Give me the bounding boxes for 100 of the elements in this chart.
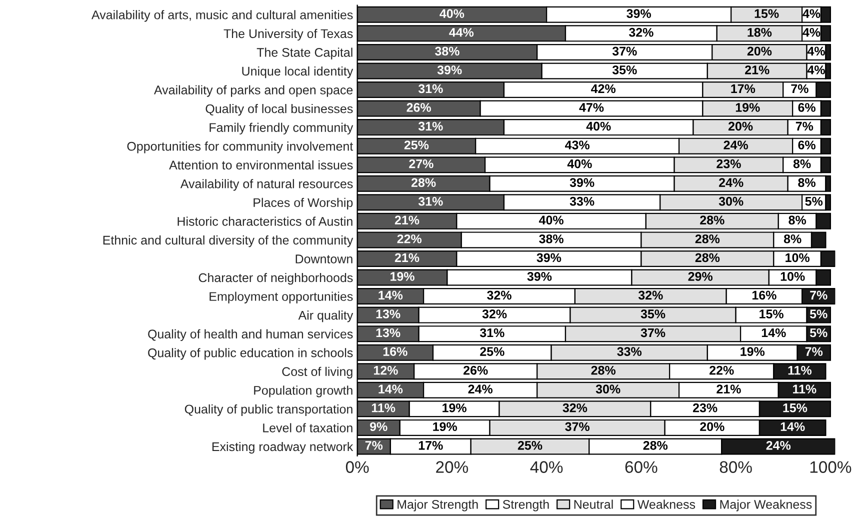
data-label: 31% [418, 122, 443, 131]
data-label: 31% [480, 328, 504, 338]
data-label: 14% [780, 422, 805, 432]
data-label: 29% [688, 272, 713, 281]
data-label: 4% [802, 28, 820, 37]
data-label: 19% [740, 347, 765, 356]
data-label: 38% [539, 234, 564, 244]
y-tick-label: The University of Texas [224, 28, 353, 41]
data-label: 16% [752, 290, 776, 300]
y-tick-label: Character of neighborhoods [198, 272, 353, 285]
data-label: 25% [518, 440, 542, 450]
data-label: 30% [596, 384, 620, 394]
data-label: 24% [766, 440, 791, 450]
legend-label: Major Weakness [720, 500, 812, 512]
x-tick-label: 100% [810, 461, 852, 473]
data-label: 33% [617, 347, 642, 356]
data-label: 19% [442, 403, 466, 412]
data-label: 26% [406, 103, 431, 112]
data-label: 43% [565, 140, 590, 150]
data-label: 20% [747, 46, 772, 56]
data-label: 13% [376, 310, 400, 318]
data-label: 19% [433, 422, 458, 432]
data-label: 23% [692, 403, 718, 412]
data-label: 16% [383, 347, 408, 356]
y-tick-label: Existing roadway network [212, 442, 354, 454]
data-label: 21% [394, 216, 420, 225]
data-label: 5% [810, 310, 828, 318]
data-label: 20% [728, 122, 753, 131]
y-tick-label: Quality of local businesses [206, 104, 353, 116]
x-tick-label: 20% [436, 461, 468, 473]
data-label: 7% [796, 122, 814, 131]
data-label: 31% [418, 196, 443, 206]
data-label: 8% [784, 234, 802, 244]
data-label: 7% [365, 441, 383, 450]
y-tick-label: Air quality [298, 310, 354, 322]
data-label: 37% [612, 46, 637, 56]
legend-label: Major Strength [398, 500, 478, 512]
data-label: 32% [482, 310, 507, 318]
data-label: 22% [710, 366, 734, 375]
x-tick-label: 80% [720, 461, 752, 473]
x-tick-label: 0% [346, 461, 369, 473]
data-label: 28% [695, 253, 720, 262]
data-label: 7% [791, 84, 808, 94]
data-label: 39% [536, 253, 562, 262]
data-label: 6% [798, 140, 816, 150]
data-label: 39% [626, 9, 652, 18]
y-tick-label: Family friendly community [210, 122, 354, 134]
data-label: 35% [640, 310, 666, 318]
data-label: 8% [793, 159, 811, 168]
data-label: 47% [579, 103, 604, 112]
data-label: 14% [378, 290, 403, 300]
y-tick-label: The State Capital [256, 48, 352, 60]
y-tick-label: Ethnic and cultural diversity of the community [103, 235, 354, 248]
data-label: 9% [370, 422, 388, 432]
data-label: 37% [565, 422, 590, 432]
data-label: 19% [736, 103, 760, 112]
data-label: 40% [567, 159, 592, 168]
data-label: 26% [464, 366, 488, 375]
y-tick-label: Opportunities for community involvement [127, 142, 354, 154]
data-label: 10% [786, 253, 810, 262]
data-label: 17% [418, 441, 443, 450]
data-label: 5% [805, 196, 823, 206]
data-label: 44% [449, 28, 474, 37]
y-tick-label: Quality of health and human services [148, 329, 353, 341]
data-label: 8% [788, 216, 806, 225]
data-label: 21% [716, 384, 741, 394]
y-tick-label: Attention to environmental issues [169, 160, 353, 170]
y-tick-label: Downtown [296, 254, 352, 264]
data-label: 28% [411, 178, 436, 187]
data-label: 15% [783, 403, 808, 412]
data-label: 32% [487, 290, 512, 300]
data-label: 40% [538, 216, 564, 225]
x-tick-label: 60% [625, 461, 658, 473]
data-label: 33% [570, 196, 594, 206]
y-tick-label: Cost of living [282, 366, 352, 378]
data-label: 7% [805, 347, 823, 356]
data-label: 15% [760, 310, 784, 318]
data-label: 12% [374, 366, 398, 375]
data-label: 25% [404, 140, 429, 150]
data-label: 24% [468, 384, 493, 394]
data-label: 40% [586, 122, 611, 131]
data-label: 19% [390, 272, 414, 281]
data-label: 39% [437, 65, 462, 74]
data-label: 4% [802, 9, 820, 18]
data-label: 17% [731, 84, 756, 94]
data-label: 11% [372, 403, 396, 412]
legend-label: Strength [502, 500, 549, 512]
y-tick-label: Availability of parks and open space [154, 85, 353, 97]
data-label: 42% [591, 84, 616, 94]
data-label: 24% [719, 178, 744, 187]
data-label: 40% [440, 9, 464, 18]
data-label: 6% [798, 103, 816, 112]
y-tick-label: Places of Worship [254, 198, 353, 210]
data-label: 28% [700, 216, 724, 225]
data-label: 32% [638, 290, 663, 300]
y-tick-label: Unique local identity [242, 66, 354, 78]
y-tick-label: Level of taxation [263, 423, 352, 432]
y-tick-label: Historic characteristics of Austin [178, 216, 352, 226]
y-tick-label: Availability of natural resources [180, 179, 353, 191]
data-label: 27% [409, 159, 434, 168]
